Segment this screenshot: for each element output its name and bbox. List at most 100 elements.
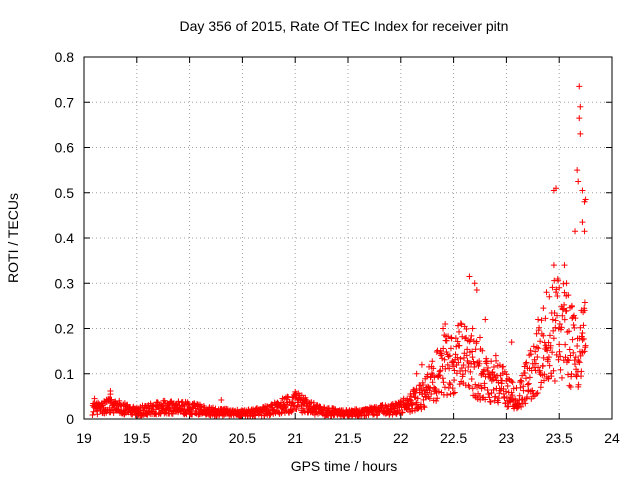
data-point [517,384,524,391]
data-point [575,381,582,388]
data-point [466,273,473,280]
data-point [452,335,459,342]
data-point [94,411,101,418]
x-tick-label: 23.5 [546,430,573,446]
data-point [481,366,488,373]
data-point [494,372,501,379]
data-point [578,368,585,375]
x-tick-label: 23 [499,430,515,446]
data-point [505,375,512,382]
data-point [473,338,480,345]
chart-title: Day 356 of 2015, Rate Of TEC Index for r… [180,18,509,34]
data-point [518,378,525,385]
data-point [546,332,553,339]
data-point [563,280,570,287]
data-point [572,361,579,368]
data-point [469,325,476,332]
data-point [577,324,584,331]
data-point [572,315,579,322]
data-point [547,342,554,349]
data-point [425,384,432,391]
x-axis-label: GPS time / hours [291,458,398,474]
data-point [567,383,574,390]
data-point [527,351,534,358]
y-tick-label: 0.4 [55,230,75,246]
data-point [531,356,538,363]
data-point [580,322,587,329]
data-point [421,404,428,411]
data-points [89,83,589,420]
data-point [564,371,571,378]
data-point [447,381,454,388]
data-point [477,334,483,341]
y-tick-label: 0.6 [55,140,75,156]
data-point [551,377,558,384]
data-point [482,396,489,403]
data-point [567,352,574,359]
data-point [570,349,577,356]
data-point [510,385,517,392]
data-point [447,391,454,398]
data-point [458,364,465,371]
data-point [444,361,451,368]
data-point [91,395,98,402]
data-point [420,396,427,403]
data-point [460,361,467,368]
data-point [446,352,453,359]
x-tick-label: 19.5 [123,430,150,446]
data-point [413,370,420,377]
data-point [292,388,299,395]
data-point [424,371,431,378]
data-point [535,345,542,352]
data-point [552,317,559,324]
data-point [536,324,543,331]
data-point [579,219,586,226]
data-point [490,363,497,370]
data-point [526,374,533,381]
data-point [252,412,259,419]
y-tick-label: 0.5 [55,185,75,201]
data-point [467,336,474,343]
data-point [121,411,128,418]
data-point [166,405,173,412]
data-point [566,346,573,353]
data-point [465,363,472,370]
data-point [555,277,562,284]
data-point [503,371,510,378]
data-point [572,354,579,361]
data-point [534,354,541,361]
data-point [422,393,429,400]
data-point [574,343,581,350]
data-point [561,262,568,269]
data-point [453,370,460,377]
data-point [565,357,572,364]
data-point [538,317,545,324]
data-point [418,361,425,368]
data-point [534,390,541,397]
data-point [563,307,570,314]
data-point [107,391,114,398]
data-point [466,384,473,391]
data-point [454,338,461,345]
data-point [576,83,583,90]
data-point [562,341,569,348]
data-point [508,378,515,385]
x-tick-label: 22.5 [440,430,467,446]
data-point [455,359,462,366]
data-point [473,287,480,294]
data-point [420,403,427,410]
data-point [555,356,562,363]
data-point [581,348,588,355]
data-point [571,324,578,331]
data-point [437,367,444,374]
y-tick-label: 0.1 [55,366,75,382]
data-point [517,377,524,384]
data-point [561,316,568,323]
data-point [495,399,502,406]
data-point [449,385,456,392]
data-point [518,403,525,410]
y-tick-label: 0.3 [55,275,75,291]
data-point [444,391,451,398]
data-point [559,312,566,319]
data-point [533,390,540,397]
